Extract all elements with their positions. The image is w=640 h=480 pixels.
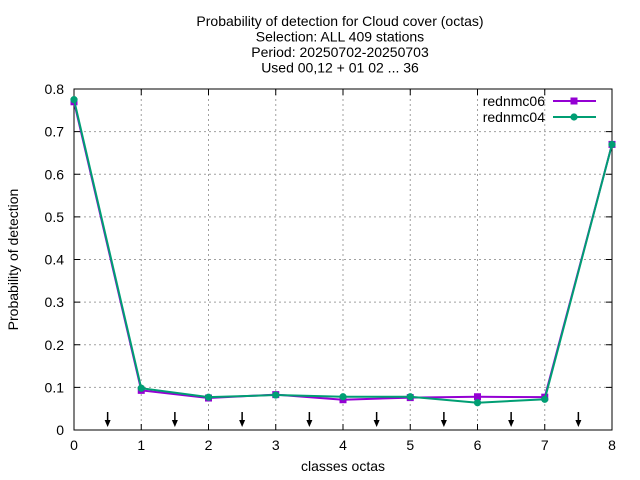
legend-entry: rednmc06 [483,93,596,109]
legend-entry: rednmc04 [483,109,596,125]
x-tick-label: 1 [137,437,145,453]
boundary-arrow-head [575,420,582,427]
title-line: Period: 20250702-20250703 [251,44,429,60]
x-tick-label: 7 [541,437,549,453]
y-tick-label: 0 [56,422,64,438]
data-point [137,384,145,392]
boundary-arrow-head [440,420,447,427]
boundary-arrow-head [171,420,178,427]
class-boundary-arrows [104,412,582,427]
data-point [570,113,578,121]
x-axis-label: classes octas [301,458,385,474]
y-tick-label: 0.5 [45,209,65,225]
y-tick-label: 0.7 [45,124,65,140]
series-rednmc04 [70,96,616,407]
x-tick-label: 6 [474,437,482,453]
y-tick-label: 0.3 [45,294,65,310]
data-point [608,140,616,149]
title-line: Used 00,12 + 01 02 ... 36 [261,60,419,76]
title-line: Selection: ALL 409 stations [256,29,424,45]
x-tick-label: 3 [272,437,280,453]
legend-label: rednmc04 [483,109,545,125]
data-point [70,96,78,104]
data-point [541,395,549,403]
legend-label: rednmc06 [483,93,545,109]
chart-title: Probability of detection for Cloud cover… [196,13,483,76]
boundary-arrow-head [306,420,313,427]
y-tick-label: 0.2 [45,337,65,353]
series [70,96,616,407]
title-line: Probability of detection for Cloud cover… [196,13,483,29]
x-tick-label: 2 [205,437,213,453]
y-tick-label: 0.1 [45,379,65,395]
boundary-arrow-head [104,420,111,427]
data-point [473,399,482,407]
boundary-arrow-head [373,420,380,427]
data-point [204,393,213,401]
y-tick-label: 0.8 [45,81,65,97]
data-point [339,393,347,401]
data-point [570,97,578,105]
grid [74,89,612,430]
data-point [474,393,481,401]
boundary-arrow-head [239,420,246,427]
boundary-arrow-head [508,420,515,427]
data-point [406,393,414,401]
data-point [272,391,280,399]
y-tick-label: 0.4 [45,252,65,268]
x-tick-label: 0 [70,437,78,453]
x-tick-label: 4 [339,437,347,453]
x-tick-label: 8 [608,437,616,453]
y-tick-label: 0.6 [45,166,65,182]
y-axis-label: Probability of detection [5,189,21,331]
x-tick-label: 5 [406,437,414,453]
axis-ticks: 0 1 2 3 4 5 6 7 8 0 0.1 0.2 0.3 0.4 0.5 0.6 0.7 0.8 [45,81,617,453]
